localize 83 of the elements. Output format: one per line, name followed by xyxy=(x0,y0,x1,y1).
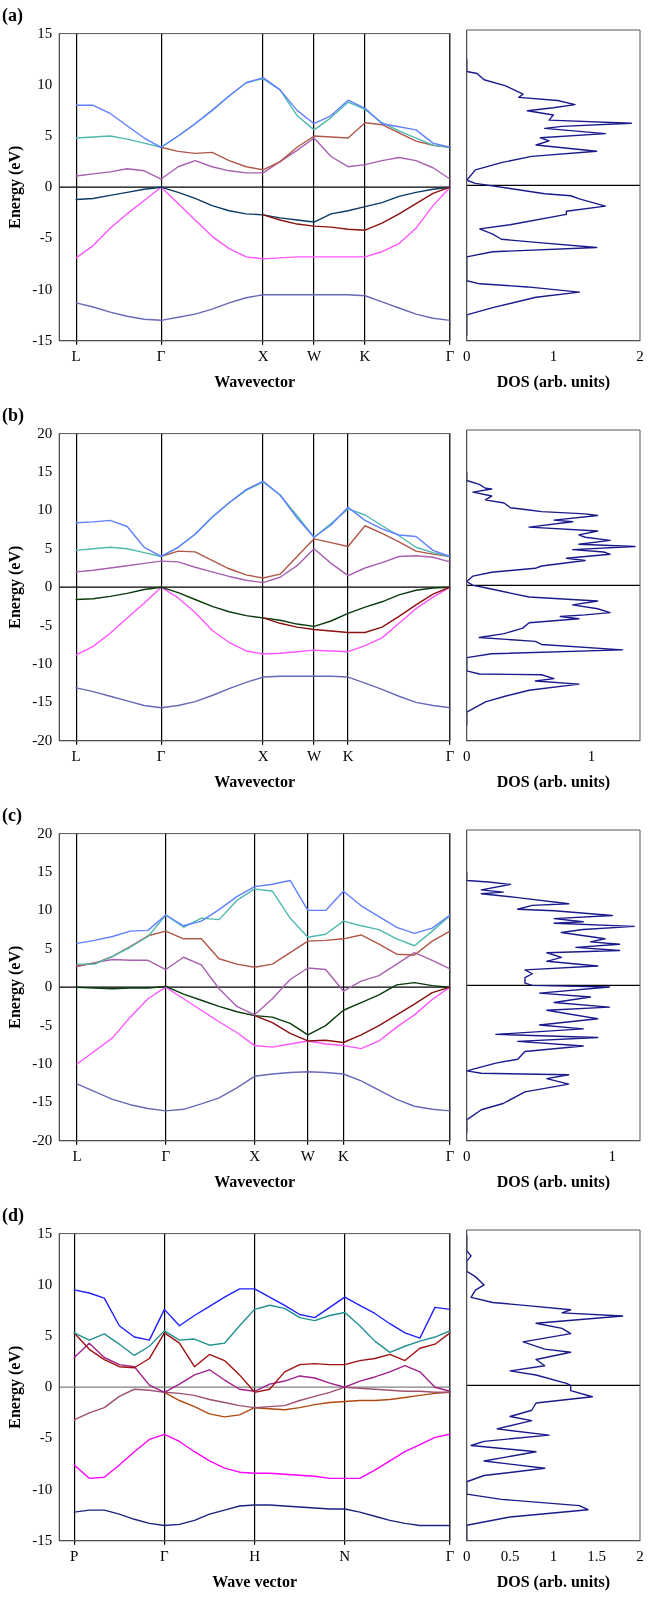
y-tick-label: 10 xyxy=(37,501,53,518)
x-axis-title: DOS (arb. units) xyxy=(496,772,611,791)
y-tick-label: -10 xyxy=(32,280,53,297)
x-tick-label: Γ xyxy=(161,1147,171,1164)
y-tick-label: -5 xyxy=(39,616,53,633)
x-tick-label: Γ xyxy=(445,747,455,764)
x-tick-label: W xyxy=(300,1147,316,1164)
x-tick-label: Γ xyxy=(445,1147,455,1164)
y-tick-label: 20 xyxy=(37,824,53,841)
x-tick-label: 1.5 xyxy=(587,1547,607,1564)
x-tick-label: L xyxy=(71,747,81,764)
y-tick-label: 10 xyxy=(37,75,53,92)
x-tick-label: 0 xyxy=(463,347,471,364)
y-tick-label: -5 xyxy=(39,1016,53,1033)
y-tick-label: 5 xyxy=(44,539,53,556)
x-tick-label: W xyxy=(306,747,322,764)
x-tick-label: 0 xyxy=(463,1147,471,1164)
y-tick-label: 0 xyxy=(44,578,53,595)
chart-title: (a) xyxy=(2,5,23,27)
x-tick-label: N xyxy=(339,1547,351,1564)
x-tick-label: 1 xyxy=(549,347,558,364)
y-tick-label: -20 xyxy=(32,731,53,748)
x-tick-label: Γ xyxy=(160,1547,170,1564)
x-axis-title: DOS (arb. units) xyxy=(496,1572,611,1591)
y-tick-label: -15 xyxy=(32,331,53,348)
x-axis-title: Wavevector xyxy=(214,1172,296,1190)
y-tick-label: -10 xyxy=(32,1480,53,1497)
y-tick-label: 15 xyxy=(37,462,53,479)
y-tick-label: 5 xyxy=(44,1326,53,1343)
y-tick-label: 0 xyxy=(44,978,53,995)
y-axis-title: Energy (eV) xyxy=(5,545,24,629)
y-tick-label: -15 xyxy=(32,693,53,710)
y-tick-label: 0 xyxy=(44,1378,53,1395)
x-tick-label: K xyxy=(342,747,354,764)
x-axis-title: Wave vector xyxy=(212,1572,298,1590)
x-tick-label: X xyxy=(257,347,269,364)
x-tick-label: 2 xyxy=(636,347,644,364)
x-axis-title: Wavevector xyxy=(214,772,296,790)
y-tick-label: -10 xyxy=(32,654,53,671)
y-tick-label: 15 xyxy=(37,862,53,879)
x-tick-label: L xyxy=(72,1147,82,1164)
y-tick-label: -15 xyxy=(32,1093,53,1110)
x-tick-label: H xyxy=(249,1547,261,1564)
y-tick-label: -10 xyxy=(32,1054,53,1071)
y-axis-title: Energy (eV) xyxy=(5,945,24,1029)
chart-title: (c) xyxy=(2,805,22,827)
x-tick-label: 0 xyxy=(463,747,471,764)
x-axis-title: DOS (arb. units) xyxy=(496,372,611,391)
y-tick-label: 10 xyxy=(37,901,53,918)
x-axis-title: DOS (arb. units) xyxy=(496,1172,611,1191)
x-tick-label: Γ xyxy=(156,347,166,364)
y-tick-label: 15 xyxy=(37,24,53,41)
x-tick-label: 0 xyxy=(463,1547,471,1564)
x-tick-label: 1 xyxy=(587,747,596,764)
x-tick-label: K xyxy=(359,347,371,364)
y-axis-title: Energy (eV) xyxy=(5,145,24,229)
y-tick-label: 5 xyxy=(44,126,53,143)
y-tick-label: 20 xyxy=(37,424,53,441)
x-tick-label: L xyxy=(71,347,81,364)
y-tick-label: 0 xyxy=(44,178,53,195)
y-tick-label: 10 xyxy=(37,1275,53,1292)
x-tick-label: X xyxy=(249,1147,261,1164)
y-tick-label: 5 xyxy=(44,939,53,956)
chart-title: (d) xyxy=(2,1205,24,1227)
x-axis-title: Wavevector xyxy=(214,372,296,390)
y-axis-title: Energy (eV) xyxy=(5,1345,24,1429)
x-tick-label: X xyxy=(257,747,269,764)
y-tick-label: -5 xyxy=(39,1429,53,1446)
y-tick-label: 15 xyxy=(37,1224,53,1241)
x-tick-label: Γ xyxy=(445,347,455,364)
x-tick-label: Γ xyxy=(445,1547,455,1564)
chart-title: (b) xyxy=(2,405,24,427)
x-tick-label: 1 xyxy=(608,1147,617,1164)
y-tick-label: -5 xyxy=(39,229,53,246)
x-tick-label: W xyxy=(306,347,322,364)
x-tick-label: 2 xyxy=(636,1547,644,1564)
y-tick-label: -20 xyxy=(32,1131,53,1148)
x-tick-label: 1 xyxy=(549,1547,558,1564)
y-tick-label: -15 xyxy=(32,1531,53,1548)
x-tick-label: 0.5 xyxy=(500,1547,520,1564)
x-tick-label: Γ xyxy=(156,747,166,764)
x-tick-label: K xyxy=(337,1147,349,1164)
x-tick-label: P xyxy=(70,1547,79,1564)
